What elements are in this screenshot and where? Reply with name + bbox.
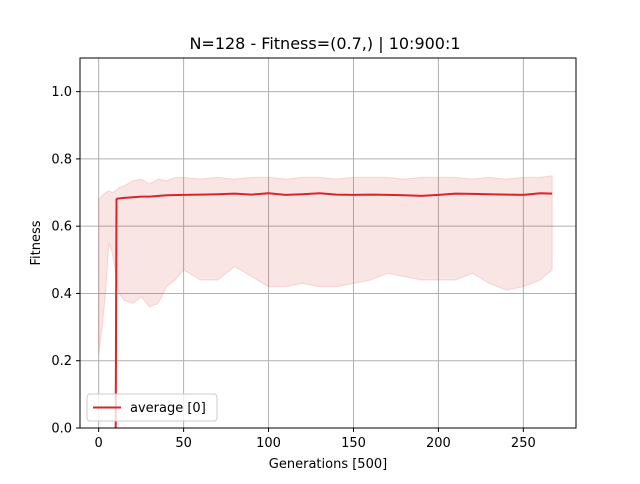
legend: average [0] (86, 393, 218, 422)
chart-title: N=128 - Fitness=(0.7,) | 10:900:1 (189, 34, 460, 53)
y-axis-title: Fitness (29, 220, 44, 265)
x-tick-label: 50 (175, 436, 192, 451)
band-layer (98, 175, 553, 355)
x-tick-label: 0 (95, 436, 103, 451)
y-tick-label: 0.4 (51, 287, 72, 302)
x-tick-label: 100 (256, 436, 281, 451)
y-tick-label: 0.0 (51, 422, 72, 437)
y-tick-label: 0.6 (51, 220, 72, 235)
y-axis-ticks: 0.0 0.2 0.4 0.6 0.8 1.0 (51, 85, 80, 437)
y-tick-label: 0.2 (51, 354, 72, 369)
y-tick-label: 0.8 (51, 152, 72, 167)
x-axis-title: Generations [500] (269, 457, 387, 472)
range-band (98, 175, 553, 355)
legend-label: average [0] (130, 401, 206, 416)
x-tick-label: 250 (511, 436, 536, 451)
y-tick-label: 1.0 (51, 85, 72, 100)
x-axis-ticks: 0 50 100 150 200 250 (95, 428, 536, 451)
series-layer (114, 192, 553, 429)
x-tick-label: 150 (341, 436, 366, 451)
series-line-average (114, 192, 553, 429)
x-tick-label: 200 (426, 436, 451, 451)
plot-frame (79, 57, 577, 429)
legend-box (86, 393, 218, 422)
